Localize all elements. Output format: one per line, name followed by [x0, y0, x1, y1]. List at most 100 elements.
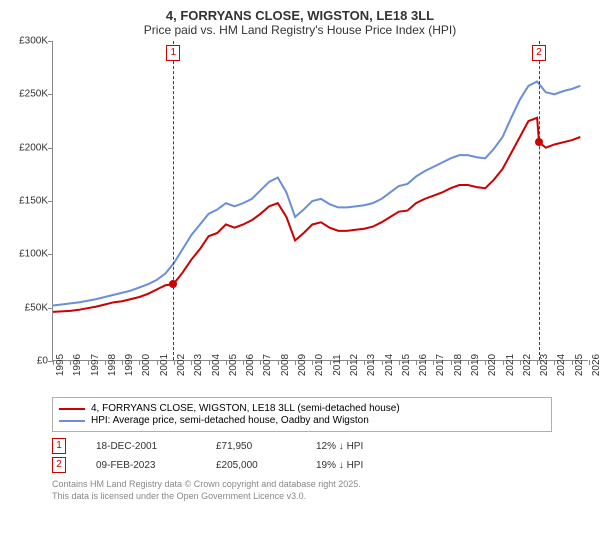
footer-line-2: This data is licensed under the Open Gov… — [52, 491, 588, 503]
x-axis-label: 2017 — [435, 354, 446, 376]
x-axis-label: 2023 — [539, 354, 550, 376]
x-tick — [347, 360, 348, 365]
y-axis-label: £50K — [25, 302, 48, 313]
sale-marker-badge: 1 — [166, 45, 180, 61]
x-tick — [503, 360, 504, 365]
legend-swatch — [59, 408, 85, 410]
x-axis-label: 2019 — [470, 354, 481, 376]
title-block: 4, FORRYANS CLOSE, WIGSTON, LE18 3LL Pri… — [12, 8, 588, 37]
x-axis-label: 2015 — [401, 354, 412, 376]
x-tick — [451, 360, 452, 365]
x-tick — [589, 360, 590, 365]
x-axis-label: 2025 — [574, 354, 585, 376]
x-tick — [416, 360, 417, 365]
x-axis-label: 2013 — [366, 354, 377, 376]
title-address: 4, FORRYANS CLOSE, WIGSTON, LE18 3LL — [12, 8, 588, 23]
x-tick — [399, 360, 400, 365]
legend-swatch — [59, 420, 85, 422]
x-tick — [295, 360, 296, 365]
sale-row-price: £205,000 — [216, 460, 286, 471]
chart-area: 12 £0£50K£100K£150K£200K£250K£300K199519… — [12, 41, 588, 391]
x-tick — [157, 360, 158, 365]
sale-row-date: 09-FEB-2023 — [96, 460, 186, 471]
y-tick — [48, 148, 53, 149]
x-axis-label: 2007 — [262, 354, 273, 376]
legend-row: HPI: Average price, semi-detached house,… — [59, 415, 545, 426]
sale-row: 2 09-FEB-2023 £205,000 19% ↓ HPI — [52, 457, 588, 473]
x-tick — [468, 360, 469, 365]
x-axis-label: 2014 — [384, 354, 395, 376]
x-tick — [520, 360, 521, 365]
y-axis-label: £250K — [19, 89, 48, 100]
x-tick — [537, 360, 538, 365]
x-axis-label: 1999 — [124, 354, 135, 376]
sale-row-deviation: 19% ↓ HPI — [316, 460, 406, 471]
x-axis-label: 2024 — [556, 354, 567, 376]
sale-point — [169, 280, 177, 288]
legend-row: 4, FORRYANS CLOSE, WIGSTON, LE18 3LL (se… — [59, 403, 545, 414]
sale-row-badge: 2 — [52, 457, 66, 473]
x-tick — [174, 360, 175, 365]
x-axis-label: 2000 — [141, 354, 152, 376]
x-tick — [330, 360, 331, 365]
x-axis-label: 1996 — [72, 354, 83, 376]
x-tick — [572, 360, 573, 365]
x-axis-label: 2026 — [591, 354, 600, 376]
legend-label: HPI: Average price, semi-detached house,… — [91, 415, 369, 426]
sale-marker-line — [173, 41, 174, 360]
series-line-hpi — [53, 82, 580, 306]
y-tick — [48, 201, 53, 202]
y-axis-label: £300K — [19, 36, 48, 47]
x-axis-label: 2001 — [159, 354, 170, 376]
y-axis-label: £0 — [37, 356, 48, 367]
y-tick — [48, 94, 53, 95]
footer-line-1: Contains HM Land Registry data © Crown c… — [52, 479, 588, 491]
y-axis-label: £150K — [19, 196, 48, 207]
y-axis-label: £100K — [19, 249, 48, 260]
x-axis-label: 1995 — [55, 354, 66, 376]
x-axis-label: 2018 — [453, 354, 464, 376]
x-axis-label: 2021 — [505, 354, 516, 376]
x-tick — [209, 360, 210, 365]
x-tick — [382, 360, 383, 365]
sale-row-date: 18-DEC-2001 — [96, 441, 186, 452]
sale-row-badge: 1 — [52, 438, 66, 454]
line-svg — [53, 41, 588, 360]
footer-attribution: Contains HM Land Registry data © Crown c… — [52, 479, 588, 502]
y-tick — [48, 308, 53, 309]
x-axis-label: 2008 — [280, 354, 291, 376]
y-axis-label: £200K — [19, 142, 48, 153]
x-axis-label: 2009 — [297, 354, 308, 376]
x-axis-label: 2005 — [228, 354, 239, 376]
legend-label: 4, FORRYANS CLOSE, WIGSTON, LE18 3LL (se… — [91, 403, 400, 414]
legend-box: 4, FORRYANS CLOSE, WIGSTON, LE18 3LL (se… — [52, 397, 552, 432]
x-axis-label: 2011 — [332, 354, 343, 376]
sale-row-deviation: 12% ↓ HPI — [316, 441, 406, 452]
x-tick — [105, 360, 106, 365]
x-axis-label: 2020 — [487, 354, 498, 376]
x-tick — [278, 360, 279, 365]
sale-marker-line — [539, 41, 540, 360]
x-axis-label: 2010 — [314, 354, 325, 376]
x-axis-label: 2003 — [193, 354, 204, 376]
y-tick — [48, 254, 53, 255]
x-tick — [53, 360, 54, 365]
x-tick — [88, 360, 89, 365]
chart-container: 4, FORRYANS CLOSE, WIGSTON, LE18 3LL Pri… — [0, 0, 600, 560]
x-tick — [226, 360, 227, 365]
x-axis-label: 2016 — [418, 354, 429, 376]
sale-point — [535, 138, 543, 146]
plot-region: 12 — [52, 41, 588, 361]
sale-row: 1 18-DEC-2001 £71,950 12% ↓ HPI — [52, 438, 588, 454]
x-axis-label: 2004 — [211, 354, 222, 376]
x-axis-label: 2002 — [176, 354, 187, 376]
sale-row-price: £71,950 — [216, 441, 286, 452]
x-axis-label: 2006 — [245, 354, 256, 376]
x-axis-label: 1997 — [90, 354, 101, 376]
x-axis-label: 2022 — [522, 354, 533, 376]
series-line-price_paid — [53, 118, 580, 312]
sales-table: 1 18-DEC-2001 £71,950 12% ↓ HPI 2 09-FEB-2023… — [52, 438, 588, 473]
title-subtitle: Price paid vs. HM Land Registry's House … — [12, 23, 588, 37]
y-tick — [48, 41, 53, 42]
sale-marker-badge: 2 — [532, 45, 546, 61]
